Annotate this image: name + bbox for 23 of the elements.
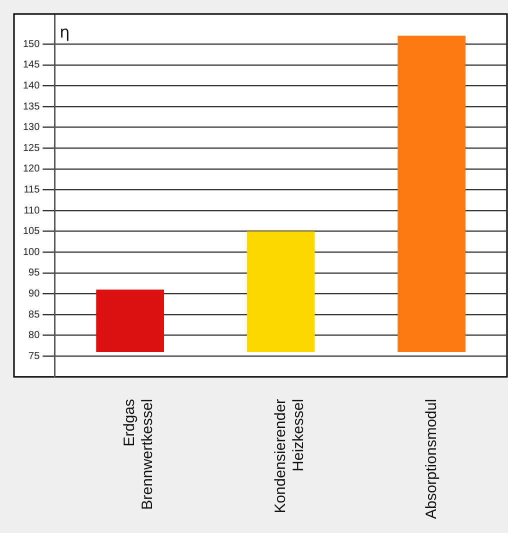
y-tick-label: 90 (28, 288, 40, 300)
bar (246, 231, 315, 352)
y-tick-label: 110 (24, 205, 40, 216)
x-tick-label: Absorptionsmodul (422, 398, 440, 520)
y-tick-label: 80 (28, 330, 40, 342)
y-axis-title: η (60, 22, 70, 42)
bar (96, 290, 164, 352)
y-tick-label: 100 (22, 246, 40, 258)
y-tick-label: 140 (22, 80, 40, 92)
y-tick-label: 125 (22, 142, 40, 154)
y-tick-label: 115 (24, 184, 40, 196)
y-tick-label: 95 (28, 268, 40, 279)
y-tick-label: 75 (28, 350, 40, 362)
y-tick-label: 120 (22, 164, 40, 175)
y-tick-label: 130 (22, 122, 40, 134)
y-tick-label: 105 (22, 226, 40, 238)
x-tick-label: Kondensierender Heizkessel (272, 398, 307, 514)
y-tick-label: 135 (22, 101, 40, 112)
bar (398, 36, 466, 352)
y-tick-label: 85 (28, 309, 40, 320)
y-tick-label: 150 (22, 38, 40, 50)
x-tick-label: Erdgas Brennwertkessel (121, 398, 156, 510)
y-tick-label: 145 (22, 60, 40, 71)
